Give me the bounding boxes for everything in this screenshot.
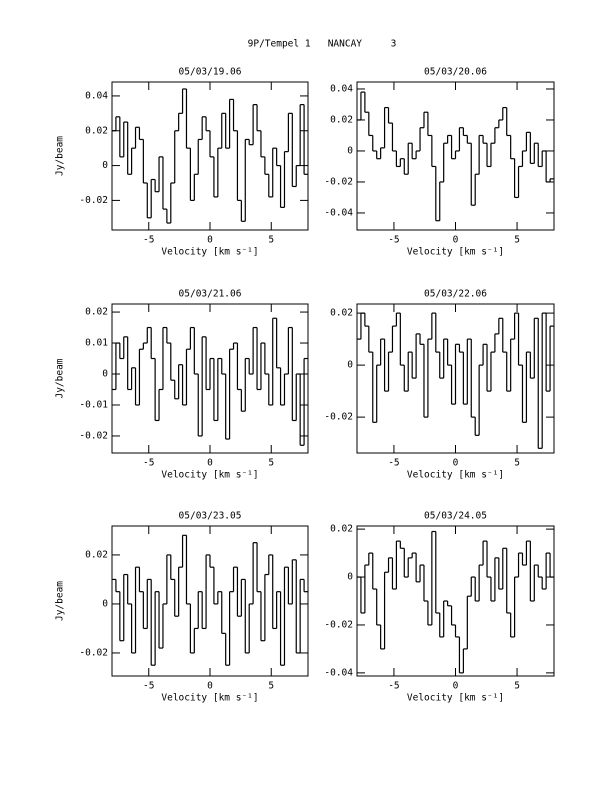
y-tick-label: 0 — [102, 369, 108, 380]
y-tick-label: -0.02 — [79, 195, 108, 206]
panel: 05/03/19.06 Velocity [km s⁻¹] Jy/beam -5 0 5 -… — [55, 67, 309, 258]
x-axis-label: Velocity [km s⁻¹] — [161, 693, 258, 704]
plot-frame — [356, 303, 555, 454]
y-tick-label: 0.02 — [330, 524, 353, 535]
x-axis-label: Velocity [km s⁻¹] — [407, 470, 504, 481]
y-tick-label: -0.04 — [324, 207, 353, 218]
y-tick-label: 0.02 — [330, 114, 353, 125]
y-tick-label: -0.02 — [324, 176, 353, 187]
panel-title: 05/03/19.06 — [179, 67, 242, 78]
y-tick-label: 0 — [347, 572, 353, 583]
x-tick-label: 0 — [207, 681, 213, 692]
x-tick-label: -5 — [388, 681, 399, 692]
y-axis-label: Jy/beam — [55, 136, 66, 176]
y-tick-label: -0.02 — [79, 647, 108, 658]
y-tick-label: 0.04 — [330, 83, 353, 94]
page-title: 9P/Tempel 1 NANCAY 3 — [248, 39, 397, 50]
x-tick-label: 0 — [453, 235, 459, 246]
y-axis-label: Jy/beam — [55, 358, 66, 398]
y-tick-label: 0 — [102, 598, 108, 609]
x-tick-label: 5 — [514, 681, 520, 692]
plot-frame — [111, 303, 309, 454]
panel-title: 05/03/20.06 — [424, 67, 487, 78]
plot-frame — [111, 525, 309, 677]
panel: 05/03/21.06 Velocity [km s⁻¹] Jy/beam -5 0 5 -… — [55, 289, 309, 481]
plot-frame — [356, 81, 555, 231]
panel-title: 05/03/24.05 — [424, 511, 487, 522]
panel-title: 05/03/21.06 — [179, 289, 242, 300]
x-axis-label: Velocity [km s⁻¹] — [161, 470, 258, 481]
x-tick-label: 5 — [514, 458, 520, 469]
y-axis-label: Jy/beam — [55, 581, 66, 621]
y-tick-label: -0.02 — [324, 412, 353, 423]
plot-frame — [356, 525, 555, 677]
x-tick-label: -5 — [143, 458, 154, 469]
y-tick-label: -0.04 — [324, 667, 353, 678]
panel: 05/03/24.05 Velocity [km s⁻¹] -5 0 5 -0.04 -0.… — [324, 511, 555, 704]
y-tick-label: -0.02 — [324, 619, 353, 630]
x-tick-label: -5 — [143, 235, 154, 246]
panel: 05/03/22.06 Velocity [km s⁻¹] -5 0 5 -0.02 0 0.… — [324, 289, 555, 481]
x-tick-label: -5 — [388, 235, 399, 246]
x-axis-label: Velocity [km s⁻¹] — [407, 247, 504, 258]
y-tick-label: -0.01 — [79, 399, 108, 410]
x-tick-label: 0 — [453, 458, 459, 469]
plot-frame — [111, 81, 309, 231]
x-tick-label: 0 — [207, 458, 213, 469]
x-tick-label: 5 — [268, 681, 274, 692]
x-tick-label: 5 — [268, 458, 274, 469]
y-tick-label: 0 — [347, 360, 353, 371]
y-tick-label: 0.02 — [85, 549, 108, 560]
x-tick-label: -5 — [143, 681, 154, 692]
y-tick-label: 0 — [347, 145, 353, 156]
x-tick-label: -5 — [388, 458, 399, 469]
y-tick-label: 0.04 — [85, 90, 108, 101]
spectrum — [112, 317, 308, 446]
panel: 05/03/23.05 Velocity [km s⁻¹] Jy/beam -5 0 5 -… — [55, 511, 309, 704]
y-tick-label: 0.02 — [85, 307, 108, 318]
spectrum — [112, 534, 308, 666]
y-tick-label: 0.02 — [85, 125, 108, 136]
panel-title: 05/03/22.06 — [424, 289, 487, 300]
panel: 05/03/20.06 Velocity [km s⁻¹] -5 0 5 -0.04 -0.… — [324, 67, 555, 258]
x-tick-label: 5 — [268, 235, 274, 246]
x-axis-label: Velocity [km s⁻¹] — [161, 247, 258, 258]
spectrum — [357, 312, 554, 449]
spectrum — [112, 88, 308, 224]
spectrum — [357, 530, 554, 674]
x-axis-label: Velocity [km s⁻¹] — [407, 693, 504, 704]
y-tick-label: -0.02 — [79, 430, 108, 441]
y-tick-label: 0.02 — [330, 308, 353, 319]
y-tick-label: 0.01 — [85, 338, 108, 349]
x-tick-label: 0 — [453, 681, 459, 692]
x-tick-label: 5 — [514, 235, 520, 246]
spectrum — [357, 91, 554, 222]
x-tick-label: 0 — [207, 235, 213, 246]
panel-title: 05/03/23.05 — [179, 511, 242, 522]
y-tick-label: 0 — [102, 160, 108, 171]
